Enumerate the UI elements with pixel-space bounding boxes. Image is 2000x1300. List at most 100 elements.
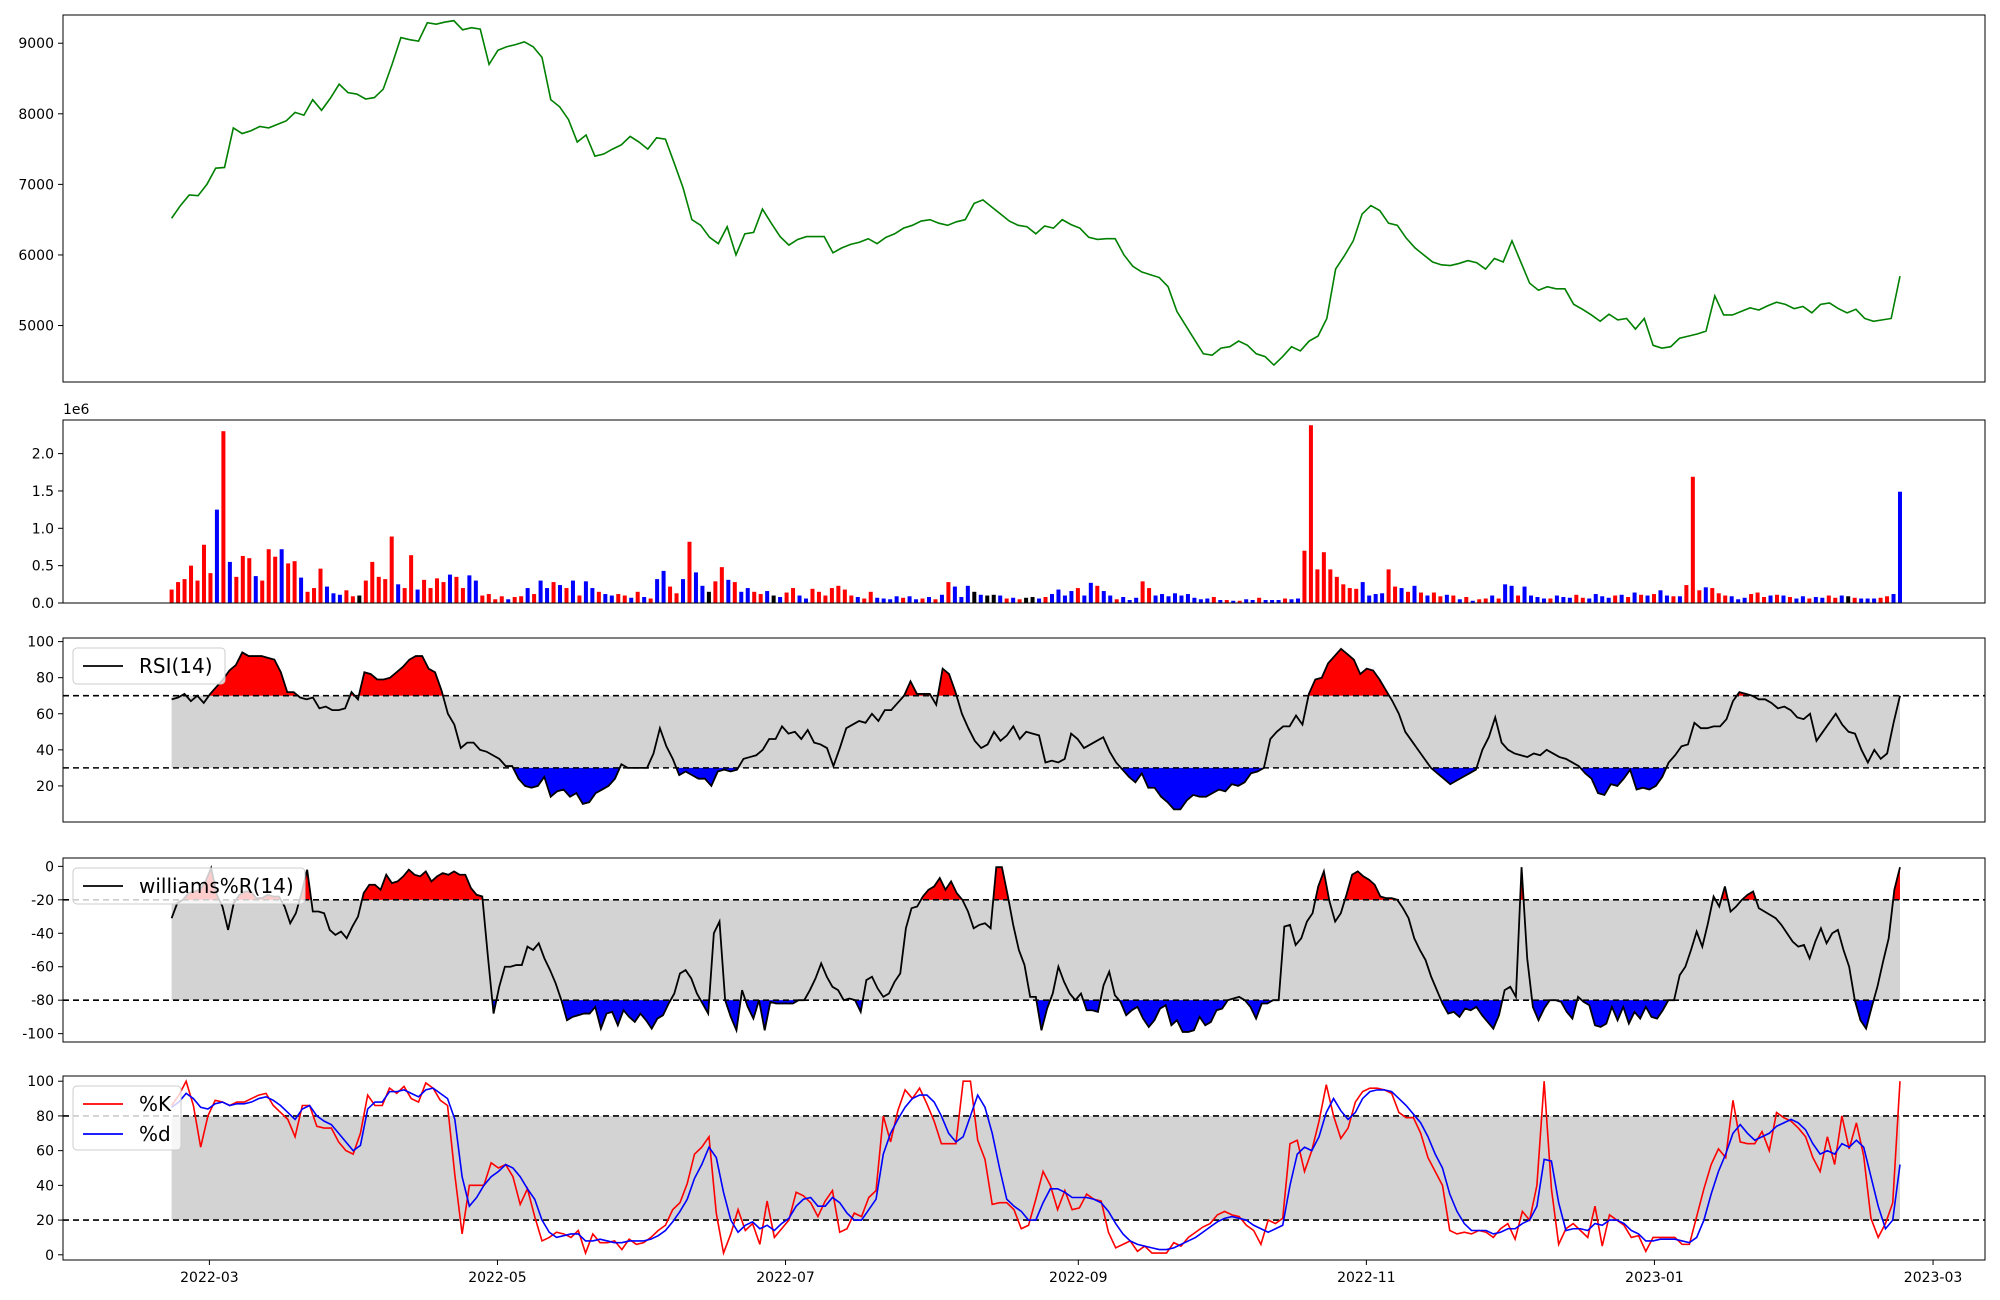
volume-bar (196, 581, 200, 603)
volume-bar (519, 596, 523, 603)
volume-bar (506, 599, 510, 603)
volume-bar (1568, 598, 1572, 603)
volume-bar (1497, 599, 1501, 603)
rsi-ytick-label: 100 (27, 635, 54, 651)
volume-bar (953, 587, 957, 603)
williams-oversold-fill (1119, 1000, 1228, 1032)
volume-bar (487, 594, 491, 603)
volume-bar (985, 596, 989, 603)
volume-bar (338, 595, 342, 603)
volume-bar (1290, 599, 1294, 603)
volume-bar (1600, 596, 1604, 603)
volume-bar (830, 588, 834, 603)
rsi-ytick-label: 60 (36, 707, 54, 723)
k-legend-label: %K (139, 1092, 172, 1116)
volume-bar (946, 582, 950, 603)
volume-bar (1801, 596, 1805, 603)
volume-bar (791, 588, 795, 603)
volume-bar (215, 510, 219, 603)
volume-bar (1257, 598, 1261, 603)
volume-bar (1613, 596, 1617, 603)
volume-ytick-label: 1.0 (32, 521, 54, 537)
volume-bar (1089, 583, 1093, 603)
volume-bar (1477, 599, 1481, 603)
volume-bar (1244, 599, 1248, 603)
volume-bar (992, 595, 996, 603)
volume-bar (331, 593, 335, 603)
price-ytick-label: 7000 (18, 177, 54, 193)
volume-panel-frame (63, 420, 1985, 603)
volume-bar (629, 598, 633, 603)
volume-bar (513, 597, 517, 603)
volume-bar (299, 578, 303, 603)
volume-bar (480, 596, 484, 603)
volume-bar (681, 579, 685, 603)
volume-bar (895, 596, 899, 603)
volume-bar (1769, 596, 1773, 603)
volume-bar (1607, 598, 1611, 603)
volume-bar (1063, 596, 1067, 603)
volume-bar (189, 566, 193, 603)
volume-bar (1490, 596, 1494, 603)
volume-bar (972, 592, 976, 603)
stochastic-neutral-band (172, 1116, 1900, 1220)
williams-oversold-fill (1441, 1000, 1502, 1028)
volume-bar (1425, 596, 1429, 603)
stochastic-ytick-label: 0 (45, 1248, 54, 1264)
williams-legend-label: williams%R(14) (139, 874, 294, 898)
volume-bar (707, 592, 711, 603)
volume-bar (1283, 599, 1287, 603)
volume-bar (733, 582, 737, 603)
volume-bar (998, 596, 1002, 603)
volume-bar (1341, 584, 1345, 603)
volume-bar (1134, 598, 1138, 603)
volume-bar (1374, 594, 1378, 603)
rsi-neutral-band (172, 696, 1900, 768)
volume-bar (933, 599, 937, 603)
volume-bar (241, 556, 245, 603)
volume-bar (409, 555, 413, 603)
price-ytick-label: 6000 (18, 248, 54, 264)
rsi-ytick-label: 20 (36, 779, 54, 795)
volume-bar (1432, 593, 1436, 603)
volume-bar (1626, 597, 1630, 603)
volume-bar (849, 596, 853, 603)
volume-bar (1315, 569, 1319, 603)
volume-bar (1102, 591, 1106, 603)
volume-bar (1781, 596, 1785, 603)
volume-bar (1749, 594, 1753, 603)
volume-bar (584, 581, 588, 603)
volume-bar (1419, 593, 1423, 603)
volume-bar (675, 593, 679, 603)
volume-bar (1412, 586, 1416, 603)
volume-bar (1108, 596, 1112, 603)
volume-bar (1458, 599, 1462, 603)
date-tick-label: 2022-05 (468, 1270, 527, 1286)
volume-bar (1406, 592, 1410, 603)
date-tick-label: 2023-01 (1625, 1270, 1684, 1286)
volume-bar (1885, 596, 1889, 603)
volume-bar (1199, 599, 1203, 603)
volume-bar (1879, 598, 1883, 603)
volume-bar (1503, 584, 1507, 603)
volume-bar (642, 597, 646, 603)
volume-bar (1723, 596, 1727, 603)
volume-bar (597, 592, 601, 603)
volume-bar (312, 588, 316, 603)
volume-bar (1814, 597, 1818, 603)
stochastic-ytick-label: 100 (27, 1074, 54, 1090)
volume-bar (1594, 594, 1598, 603)
volume-bar (364, 581, 368, 603)
volume-bar (1018, 599, 1022, 603)
volume-bar (1652, 594, 1656, 603)
volume-bar (577, 596, 581, 603)
volume-bar (752, 592, 756, 603)
volume-bar (1775, 595, 1779, 603)
volume-bar (1296, 599, 1300, 603)
volume-bar (1658, 590, 1662, 603)
volume-bar (1367, 596, 1371, 603)
volume-bar (1393, 587, 1397, 603)
volume-bar (1548, 599, 1552, 603)
volume-bar (746, 588, 750, 603)
